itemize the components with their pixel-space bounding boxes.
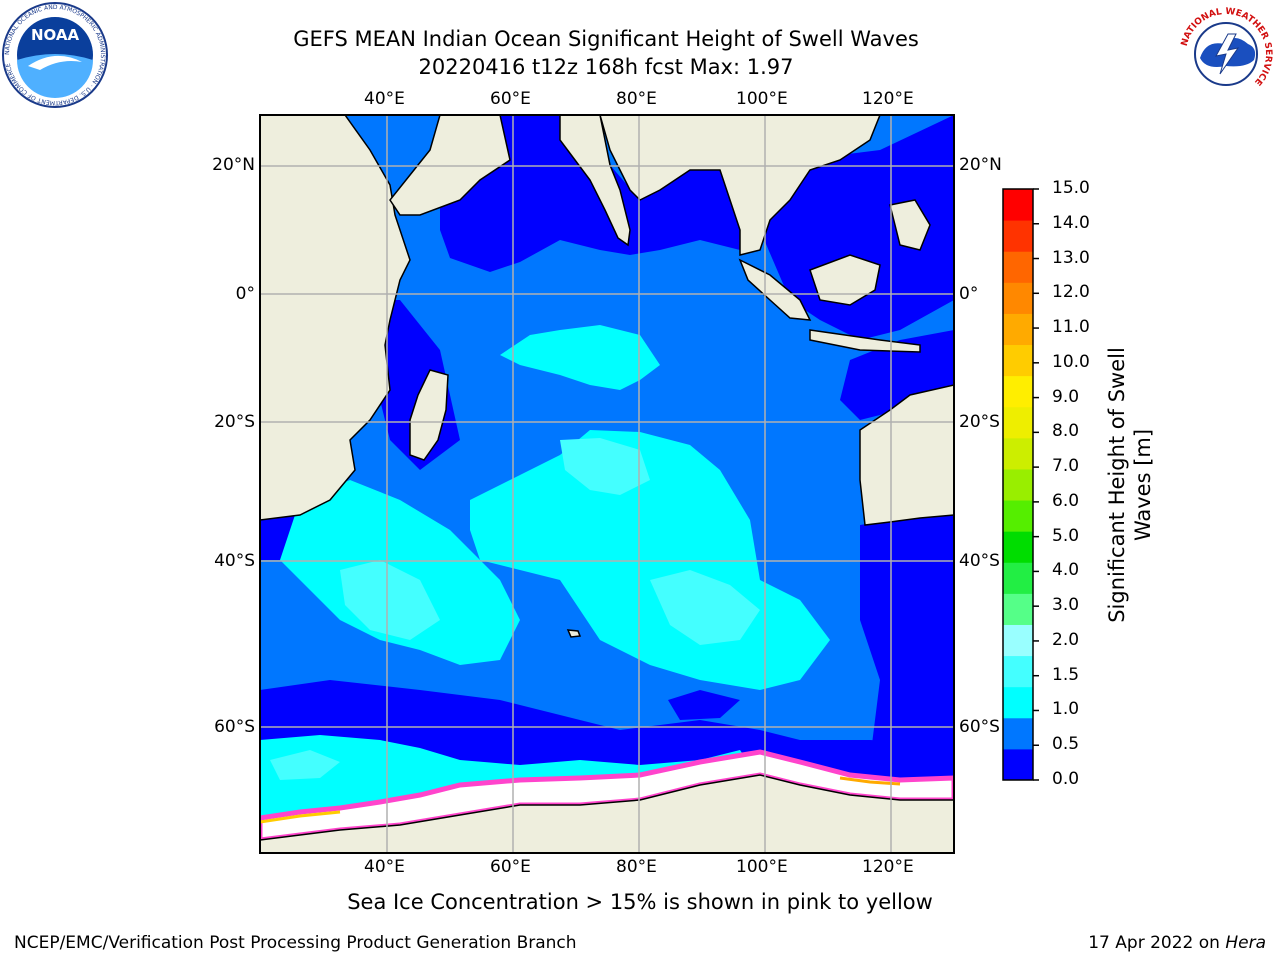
colorbar-segment (1003, 344, 1033, 377)
sea-ice-caption: Sea Ice Concentration > 15% is shown in … (347, 890, 933, 914)
graticule (260, 115, 954, 853)
lat-tick-right-20s: 20°S (959, 412, 1000, 432)
lon-tick-top-100e: 100°E (736, 89, 788, 109)
lat-tick-left-20s: 20°S (214, 412, 255, 432)
lon-tick-bottom-60e: 60°E (490, 857, 531, 877)
colorbar-segment (1003, 220, 1033, 252)
colorbar-label: 4.0 (1052, 560, 1080, 581)
swell-band-1.5-2.0 (270, 438, 760, 780)
colorbar-label: 3.0 (1052, 595, 1080, 616)
lat-tick-left-40s: 40°S (214, 551, 255, 571)
colorbar (1003, 189, 1033, 781)
lon-tick-top-40e: 40°E (364, 89, 405, 109)
colorbar-label: 12.0 (1052, 282, 1090, 303)
colorbar-segment (1003, 717, 1033, 750)
nws-logo: NATIONAL WEATHER SERVICE (1178, 6, 1274, 102)
colorbar-label: 14.0 (1052, 212, 1090, 233)
colorbar-label: 10.0 (1052, 351, 1090, 372)
colorbar-segment (1003, 375, 1033, 408)
map-frame (259, 114, 955, 854)
footer-host: Hera (1225, 933, 1266, 953)
colorbar-title: Significant Height of Swell Waves [m] (1105, 347, 1155, 623)
colorbar-segment (1003, 313, 1033, 346)
colorbar-segment (1003, 562, 1033, 594)
lon-tick-top-60e: 60°E (490, 89, 531, 109)
chart-title: GEFS MEAN Indian Ocean Significant Heigh… (293, 27, 919, 51)
lat-tick-right-0: 0° (959, 284, 979, 304)
colorbar-label: 0.0 (1052, 769, 1080, 789)
lat-tick-right-60s: 60°S (959, 717, 1000, 737)
colorbar-segment (1003, 748, 1033, 781)
noaa-logo: NATIONAL OCEANIC AND ATMOSPHERIC ADMINIS… (2, 2, 108, 108)
colorbar-segment (1003, 468, 1033, 501)
colorbar-segment (1003, 531, 1033, 563)
lon-tick-bottom-100e: 100°E (736, 857, 788, 877)
colorbar-segment (1003, 686, 1033, 719)
lon-tick-top-120e: 120°E (862, 89, 914, 109)
colorbar-segment (1003, 282, 1033, 314)
lon-tick-bottom-80e: 80°E (616, 857, 657, 877)
lat-tick-right-20n: 20°N (959, 155, 1002, 175)
lat-tick-right-40s: 40°S (959, 551, 1000, 571)
footer-credit: NCEP/EMC/Verification Post Processing Pr… (14, 933, 577, 953)
lon-tick-bottom-40e: 40°E (364, 857, 405, 877)
colorbar-label: 7.0 (1052, 456, 1080, 477)
lon-tick-top-80e: 80°E (616, 89, 657, 109)
colorbar-segment (1003, 251, 1033, 283)
footer-date: 17 Apr 2022 on Hera (1088, 933, 1266, 953)
colorbar-label: 1.0 (1052, 699, 1080, 720)
colorbar-label: 0.5 (1052, 734, 1080, 755)
lon-tick-bottom-120e: 120°E (862, 857, 914, 877)
colorbar-segment (1003, 593, 1033, 625)
colorbar-segment (1003, 406, 1033, 439)
colorbar-label: 8.0 (1052, 421, 1080, 442)
svg-text:NOAA: NOAA (31, 26, 80, 44)
lat-tick-left-20n: 20°N (212, 155, 255, 175)
land-masses (260, 115, 954, 853)
colorbar-segment (1003, 437, 1033, 470)
colorbar-segment (1003, 189, 1033, 221)
colorbar-label: 13.0 (1052, 247, 1090, 268)
colorbar-label: 11.0 (1052, 317, 1090, 338)
lat-tick-left-0: 0° (235, 284, 255, 304)
colorbar-label: 5.0 (1052, 525, 1080, 546)
chart-subtitle: 20220416 t12z 168h fcst Max: 1.97 (418, 55, 794, 79)
colorbar-frame (1002, 188, 1034, 781)
colorbar-segment (1003, 655, 1033, 688)
colorbar-label: 15.0 (1052, 178, 1090, 198)
colorbar-label: 1.5 (1052, 664, 1080, 685)
colorbar-segment (1003, 624, 1033, 657)
colorbar-label: 2.0 (1052, 629, 1080, 650)
lat-tick-left-60s: 60°S (214, 717, 255, 737)
colorbar-label: 6.0 (1052, 490, 1080, 511)
colorbar-segment (1003, 500, 1033, 532)
colorbar-label: 9.0 (1052, 386, 1080, 407)
